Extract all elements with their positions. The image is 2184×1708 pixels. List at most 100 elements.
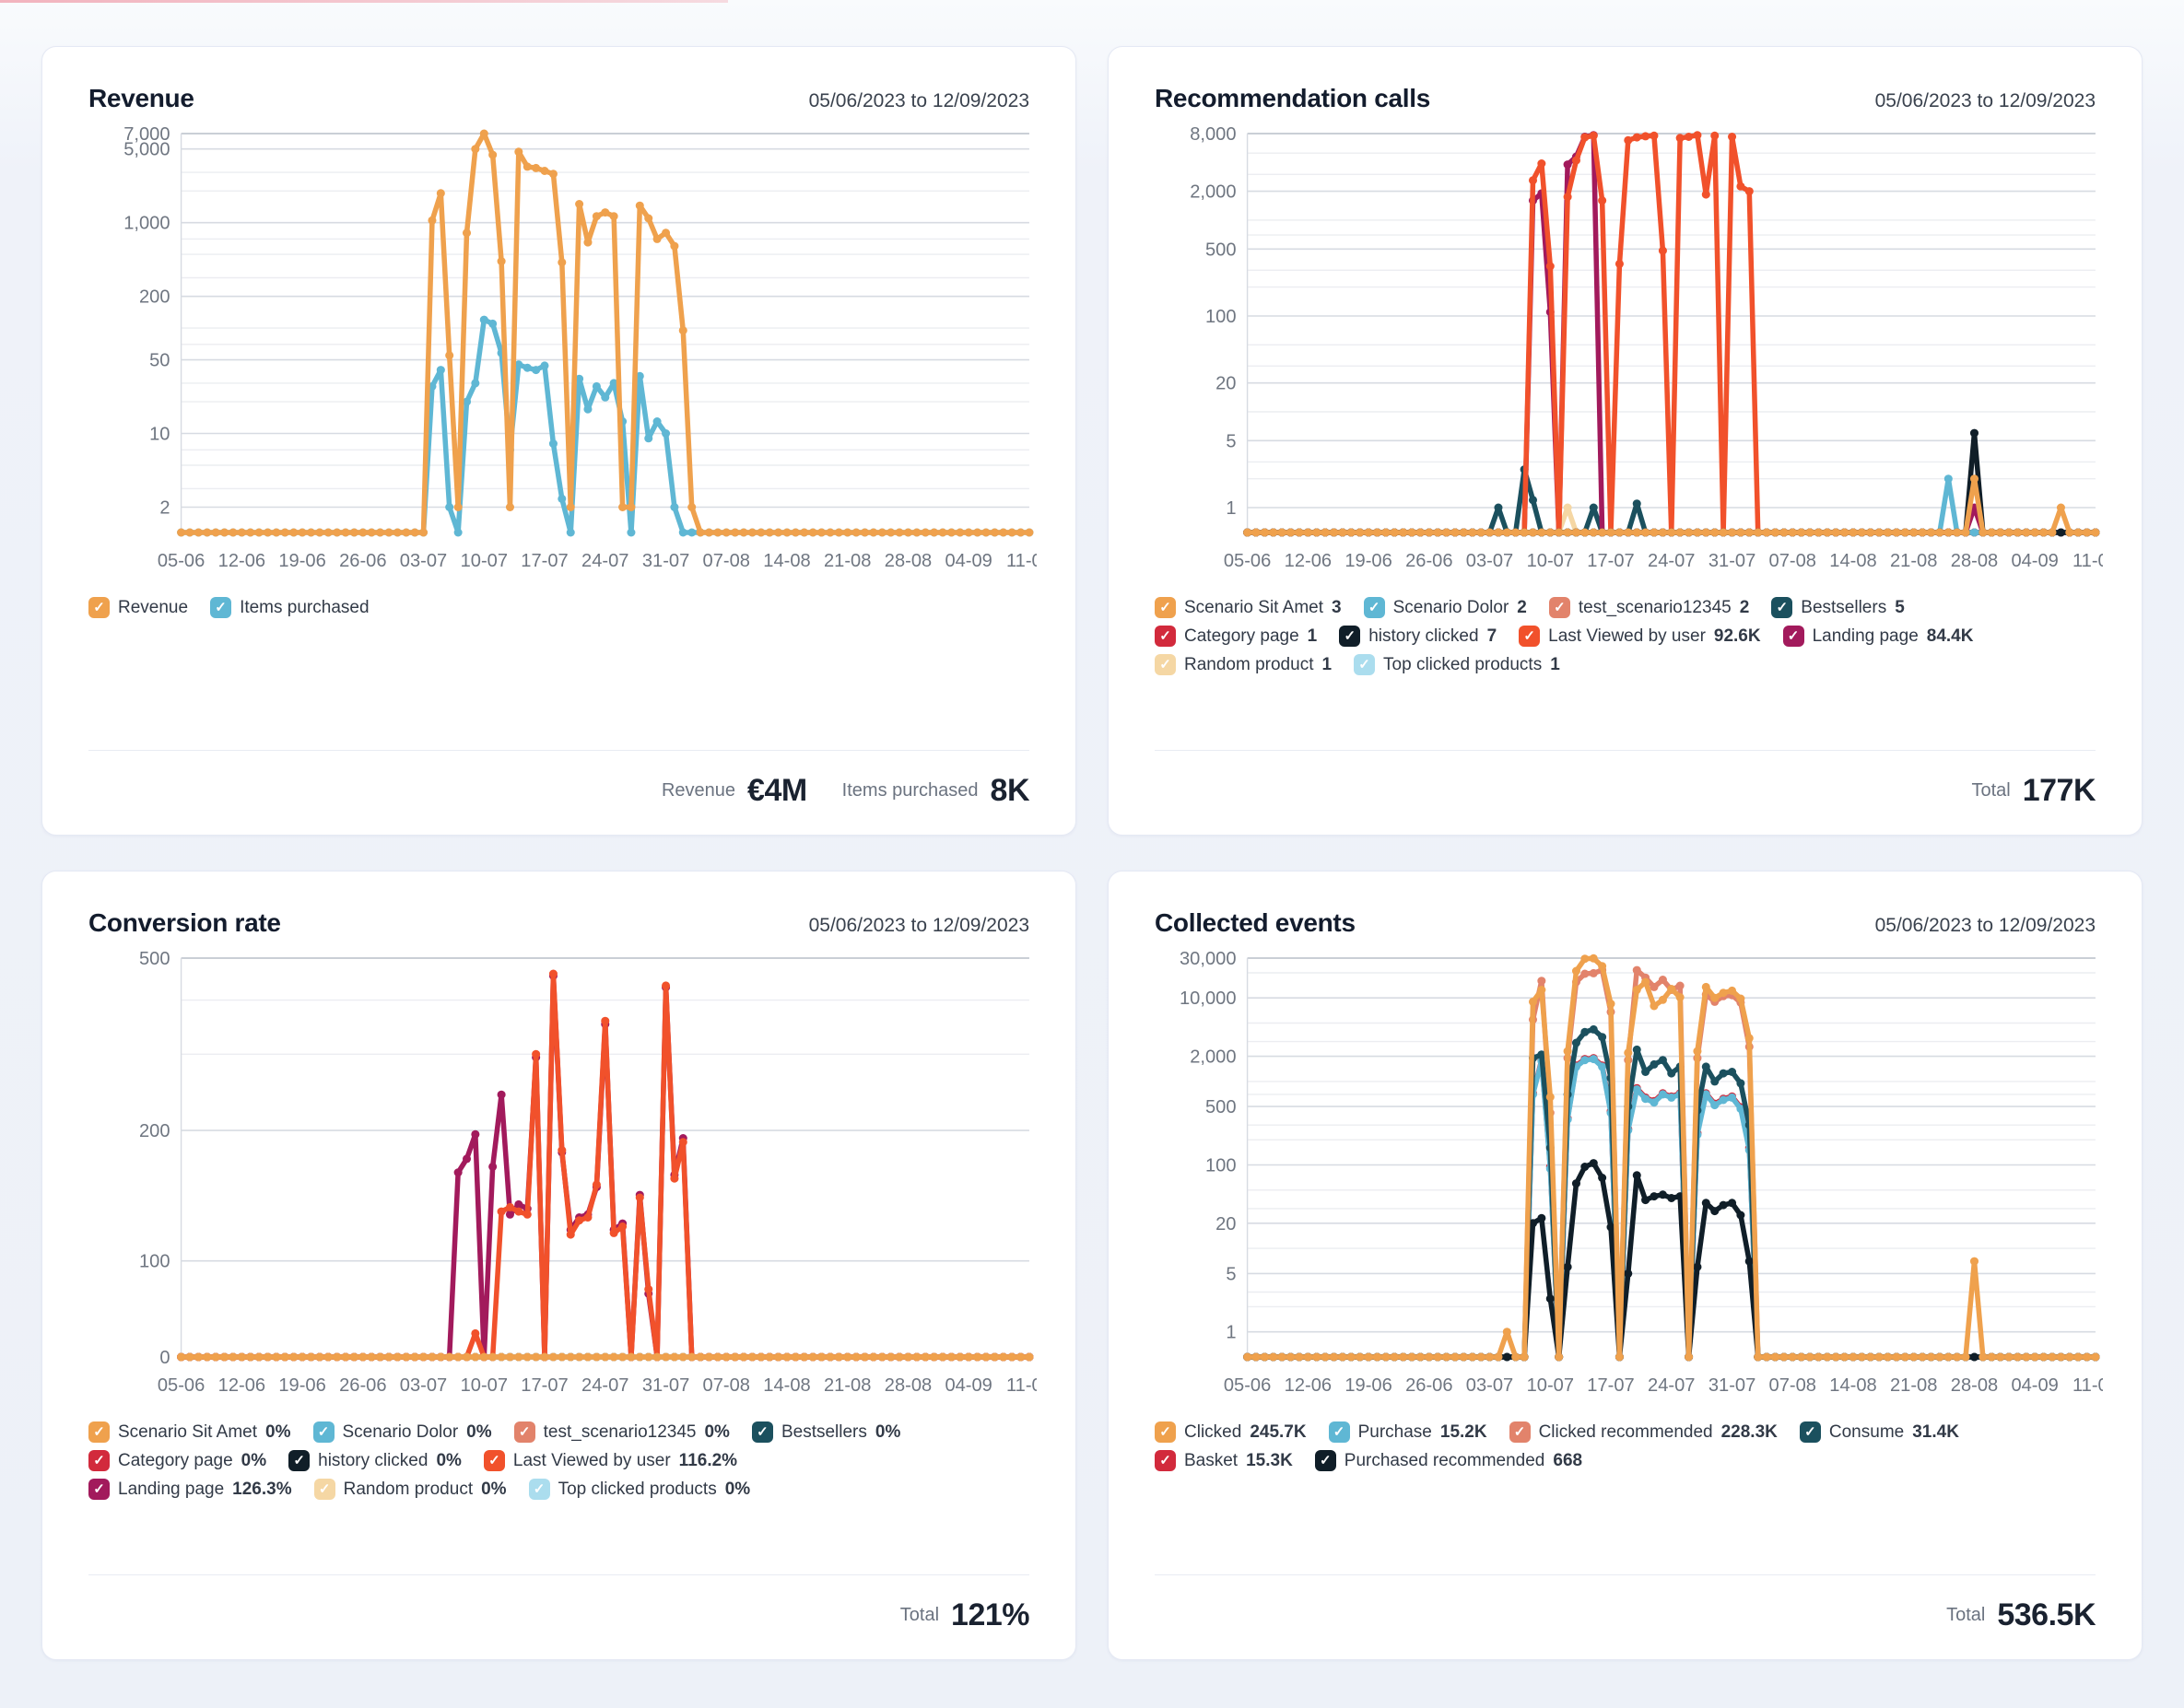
svg-text:17-07: 17-07	[521, 1375, 568, 1396]
card-header: Conversion rate 05/06/2023 to 12/09/2023	[42, 872, 1075, 938]
legend-value: 0%	[724, 1479, 751, 1499]
legend-checkbox-icon[interactable]: ✓	[1363, 597, 1385, 618]
legend-label: Bestsellers	[1801, 597, 1887, 617]
svg-text:07-08: 07-08	[1769, 1375, 1816, 1396]
legend-checkbox-icon[interactable]: ✓	[210, 597, 232, 618]
legend-item-category-page: ✓ Category page 1	[1155, 626, 1317, 647]
legend-checkbox-icon[interactable]: ✓	[1155, 626, 1176, 647]
totals-row: Total 177K	[1109, 751, 2142, 835]
legend: ✓ Scenario Sit Amet 3 ✓ Scenario Dolor 2 ✓ test…	[1109, 597, 2142, 675]
legend-checkbox-icon[interactable]: ✓	[1519, 626, 1541, 647]
total-label: Total	[1971, 780, 2011, 801]
totals-row: Total 121%	[42, 1575, 1075, 1659]
svg-text:12-06: 12-06	[1285, 1375, 1332, 1396]
svg-text:28-08: 28-08	[1951, 551, 1998, 571]
svg-text:05-06: 05-06	[158, 551, 205, 571]
divider	[1155, 1574, 2096, 1575]
legend-checkbox-icon[interactable]: ✓	[1548, 597, 1570, 618]
card-header: Revenue 05/06/2023 to 12/09/2023	[42, 47, 1075, 113]
legend-item-items-purchased: ✓ Items purchased	[210, 597, 370, 618]
divider	[88, 1574, 1029, 1575]
legend-item-landing-page: ✓ Landing page 126.3%	[88, 1479, 292, 1500]
legend-value: 0%	[265, 1421, 291, 1442]
svg-text:03-07: 03-07	[1466, 551, 1513, 571]
date-range: 05/06/2023 to 12/09/2023	[808, 90, 1029, 111]
svg-text:07-08: 07-08	[703, 1375, 750, 1396]
legend-value: 2	[1739, 597, 1750, 617]
legend-checkbox-icon[interactable]: ✓	[1155, 1421, 1176, 1443]
svg-text:5: 5	[1226, 1264, 1236, 1284]
svg-text:24-07: 24-07	[1648, 551, 1695, 571]
date-range: 05/06/2023 to 12/09/2023	[1874, 915, 2096, 936]
legend-checkbox-icon[interactable]: ✓	[513, 1421, 535, 1443]
legend-value: 2	[1517, 597, 1527, 617]
card-title: Recommendation calls	[1155, 84, 1430, 112]
legend-item-purchased-recommended: ✓ Purchased recommended 668	[1314, 1450, 1583, 1471]
legend-checkbox-icon[interactable]: ✓	[313, 1479, 335, 1500]
svg-text:5,000: 5,000	[123, 140, 170, 160]
legend-value: 15.2K	[1439, 1421, 1487, 1442]
legend-checkbox-icon[interactable]: ✓	[288, 1450, 311, 1471]
svg-text:31-07: 31-07	[642, 1375, 689, 1396]
legend-checkbox-icon[interactable]: ✓	[1155, 597, 1176, 618]
legend-item-scenario-dolor: ✓ Scenario Dolor 2	[1363, 597, 1527, 618]
legend-checkbox-icon[interactable]: ✓	[312, 1421, 335, 1443]
svg-text:03-07: 03-07	[1466, 1375, 1513, 1396]
legend-checkbox-icon[interactable]: ✓	[528, 1479, 550, 1500]
legend-checkbox-icon[interactable]: ✓	[483, 1450, 505, 1471]
legend-checkbox-icon[interactable]: ✓	[1155, 654, 1176, 675]
legend-checkbox-icon[interactable]: ✓	[1339, 626, 1361, 647]
legend-checkbox-icon[interactable]: ✓	[1771, 597, 1793, 618]
total-value: 121%	[951, 1597, 1029, 1632]
card-footer: Total 121%	[42, 1574, 1075, 1659]
total-pair: Revenue €4M	[662, 773, 807, 809]
svg-text:10-07: 10-07	[461, 1375, 508, 1396]
svg-text:7,000: 7,000	[123, 124, 170, 145]
revenue-chart: 7,000 5,000 1,000 200 50 10 2 05-06 12-06 19-06 26…	[88, 123, 1037, 588]
svg-text:04-09: 04-09	[945, 551, 992, 571]
svg-text:24-07: 24-07	[581, 551, 628, 571]
legend-checkbox-icon[interactable]: ✓	[1509, 1421, 1531, 1443]
legend-checkbox-icon[interactable]: ✓	[1354, 654, 1376, 675]
legend-label: Random product	[343, 1479, 474, 1499]
total-label: Items purchased	[841, 780, 979, 801]
svg-text:100: 100	[1205, 307, 1237, 327]
legend-checkbox-icon[interactable]: ✓	[88, 1479, 110, 1500]
svg-text:31-07: 31-07	[642, 551, 689, 571]
legend-value: 668	[1553, 1450, 1583, 1470]
legend-row: ✓ Scenario Sit Amet 3 ✓ Scenario Dolor 2 ✓ test…	[1155, 597, 2096, 618]
legend-checkbox-icon[interactable]: ✓	[88, 597, 110, 618]
card-footer: Total 177K	[1109, 750, 2142, 835]
legend-checkbox-icon[interactable]: ✓	[1328, 1421, 1350, 1443]
legend-item-clicked: ✓ Clicked 245.7K	[1155, 1421, 1307, 1443]
legend-checkbox-icon[interactable]: ✓	[1155, 1450, 1176, 1471]
svg-text:20: 20	[1215, 1214, 1236, 1234]
divider	[1155, 750, 2096, 751]
svg-text:31-07: 31-07	[1708, 551, 1755, 571]
legend-value: 31.4K	[1912, 1421, 1959, 1442]
legend-value: 116.2%	[678, 1450, 738, 1470]
legend-value: 0%	[436, 1450, 462, 1470]
totals-row: Total 536.5K	[1109, 1575, 2142, 1659]
total-label: Total	[1946, 1605, 1986, 1625]
legend-row: ✓ Category page 1 ✓ history clicked 7 ✓ Last Vi…	[1155, 626, 2096, 647]
legend-checkbox-icon[interactable]: ✓	[751, 1421, 773, 1443]
total-pair: Total 121%	[900, 1597, 1030, 1633]
svg-text:19-06: 19-06	[1344, 1375, 1391, 1396]
revenue-card: Revenue 05/06/2023 to 12/09/2023 7,000 5,…	[41, 46, 1076, 836]
legend-label: Landing page	[1812, 626, 1919, 646]
legend-label: test_scenario12345	[1578, 597, 1732, 617]
legend-checkbox-icon[interactable]: ✓	[1314, 1450, 1336, 1471]
legend-checkbox-icon[interactable]: ✓	[88, 1421, 110, 1443]
legend-checkbox-icon[interactable]: ✓	[1782, 626, 1804, 647]
legend-item-top-clicked-products: ✓ Top clicked products 0%	[528, 1479, 751, 1500]
legend-label: Scenario Sit Amet	[1184, 597, 1324, 617]
legend-checkbox-icon[interactable]: ✓	[1799, 1421, 1821, 1443]
legend-item-last-viewed-by-user: ✓ Last Viewed by user 116.2%	[483, 1450, 738, 1471]
total-value: €4M	[747, 773, 807, 808]
legend-label: Random product	[1184, 654, 1314, 674]
legend-item-scenario-dolor: ✓ Scenario Dolor 0%	[312, 1421, 492, 1443]
legend-checkbox-icon[interactable]: ✓	[88, 1450, 110, 1471]
legend-label: Scenario Sit Amet	[118, 1421, 258, 1442]
svg-text:04-09: 04-09	[2011, 551, 2058, 571]
